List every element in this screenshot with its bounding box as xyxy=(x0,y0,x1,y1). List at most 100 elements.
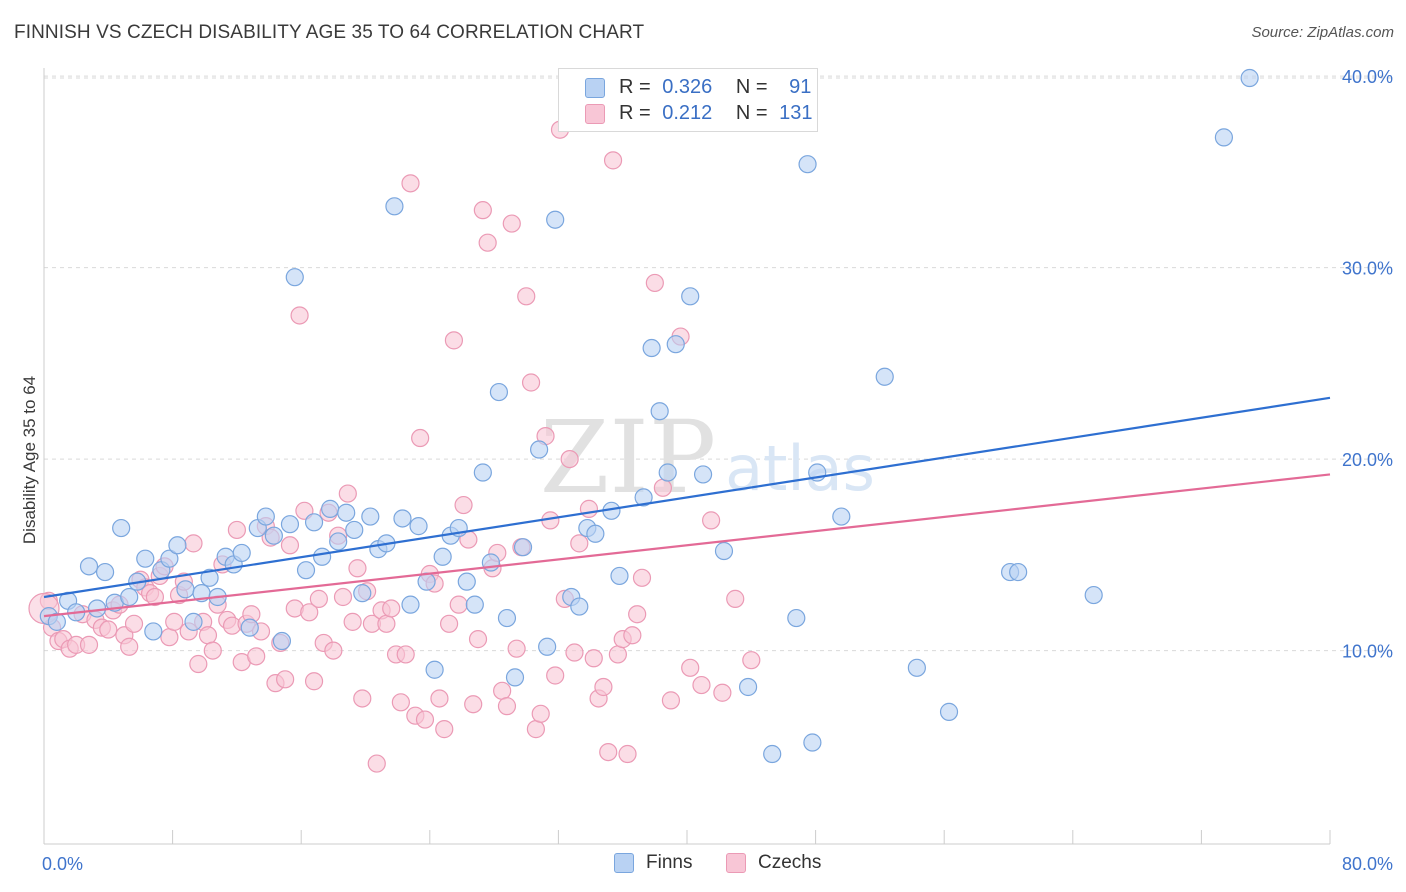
finns-point-68 xyxy=(634,488,653,507)
czechs-point-123 xyxy=(661,691,681,710)
czechs-point-70 xyxy=(391,693,410,712)
finns-point-58 xyxy=(513,538,533,557)
bottom-finns-swatch xyxy=(614,853,634,873)
finns-point-82 xyxy=(832,507,851,526)
czechs-point-23 xyxy=(165,612,184,631)
czechs-point-93 xyxy=(502,214,521,233)
finns-point-70 xyxy=(650,402,669,421)
czechs-point-68 xyxy=(382,599,401,618)
czechs-point-129 xyxy=(726,589,745,608)
finns-trend-line xyxy=(43,396,1331,599)
y-tick-label-3: 40.0% xyxy=(1342,67,1393,87)
czechs-point-7 xyxy=(79,635,99,654)
chart-source: Source: ZipAtlas.com xyxy=(1251,24,1394,41)
finns-point-81 xyxy=(798,155,817,174)
finns-point-15 xyxy=(168,536,187,555)
czechs-point-99 xyxy=(531,704,550,723)
finns-point-6 xyxy=(95,562,115,582)
czechs-point-98 xyxy=(526,720,545,739)
finns-point-27 xyxy=(264,526,283,545)
finns-point-52 xyxy=(465,595,484,614)
czechs-point-94 xyxy=(507,639,526,658)
finns-point-75 xyxy=(714,541,734,561)
czechs-n-value: 131 xyxy=(779,102,813,124)
finns-point-33 xyxy=(312,547,332,566)
finns-point-55 xyxy=(489,382,509,402)
finns-point-51 xyxy=(457,572,476,591)
y-tick-label-2: 30.0% xyxy=(1342,259,1393,279)
czechs-point-91 xyxy=(493,681,512,700)
finns-point-43 xyxy=(393,509,412,528)
finns-point-36 xyxy=(337,503,356,522)
bottom-finns-label: Finns xyxy=(646,852,693,873)
finns-point-57 xyxy=(505,668,525,687)
czechs-point-97 xyxy=(521,373,541,392)
czechs-point-122 xyxy=(653,478,672,497)
czechs-point-87 xyxy=(473,201,492,220)
czechs-swatch xyxy=(585,104,605,124)
czechs-point-36 xyxy=(227,520,246,540)
czechs-point-47 xyxy=(280,536,300,555)
czechs-point-27 xyxy=(184,534,203,553)
finns-point-60 xyxy=(538,637,557,656)
finns-n-label: N = xyxy=(735,76,768,98)
czechs-point-40 xyxy=(247,647,266,666)
czechs-point-88 xyxy=(478,233,497,252)
czechs-point-10 xyxy=(99,620,118,639)
finns-point-45 xyxy=(409,517,428,536)
czechs-point-46 xyxy=(276,670,295,689)
finns-point-8 xyxy=(112,518,131,538)
legend: R = 0.326 N = 91 R = 0.212 N = 131 xyxy=(558,68,818,132)
czechs-point-126 xyxy=(692,675,711,695)
finns-point-32 xyxy=(304,513,324,532)
finns-point-28 xyxy=(272,631,292,651)
finns-point-30 xyxy=(285,268,304,287)
finns-point-76 xyxy=(738,677,758,697)
czechs-point-82 xyxy=(449,595,468,614)
finns-r-label: R = xyxy=(619,76,651,98)
finns-point-39 xyxy=(361,507,380,526)
czechs-point-61 xyxy=(348,559,367,578)
finns-point-87 xyxy=(1009,562,1028,582)
czechs-point-62 xyxy=(353,689,372,708)
czechs-point-85 xyxy=(464,695,483,714)
finns-swatch xyxy=(585,78,605,98)
czechs-point-109 xyxy=(579,499,599,518)
finns-point-79 xyxy=(803,733,822,752)
finns-point-12 xyxy=(144,622,163,641)
czechs-point-112 xyxy=(594,677,613,697)
czechs-point-127 xyxy=(702,511,721,530)
czechs-point-74 xyxy=(411,428,430,448)
finns-point-44 xyxy=(401,595,420,614)
czechs-point-19 xyxy=(145,587,165,607)
finns-point-73 xyxy=(681,287,700,306)
czechs-point-118 xyxy=(623,626,642,645)
czechs-point-128 xyxy=(713,683,732,702)
czechs-point-121 xyxy=(645,273,664,293)
czechs-point-28 xyxy=(189,654,208,674)
finns-point-90 xyxy=(1240,68,1259,88)
finns-point-72 xyxy=(666,335,685,354)
czechs-n-label: N = xyxy=(735,102,768,124)
czechs-point-125 xyxy=(681,658,700,677)
bottom-czechs-label: Czechs xyxy=(758,852,822,873)
czechs-point-105 xyxy=(560,450,579,469)
czechs-point-106 xyxy=(565,643,584,662)
czechs-r-value: 0.212 xyxy=(662,102,713,124)
czechs-point-53 xyxy=(309,589,328,608)
finns-point-9 xyxy=(120,587,139,607)
y-axis-label: Disability Age 35 to 64 xyxy=(20,375,39,545)
czechs-trend-line xyxy=(43,473,1331,618)
finns-point-71 xyxy=(658,463,677,482)
grid-lines xyxy=(44,75,1392,652)
finns-point-77 xyxy=(763,744,782,764)
czechs-point-22 xyxy=(160,628,179,647)
finns-point-53 xyxy=(473,463,492,482)
czechs-point-49 xyxy=(290,306,309,325)
finns-point-26 xyxy=(256,507,275,526)
finns-r-value: 0.326 xyxy=(662,76,713,98)
finns-point-42 xyxy=(385,197,404,216)
x-tick-label-1: 80.0% xyxy=(1342,854,1393,874)
y-tick-label-0: 10.0% xyxy=(1342,642,1393,662)
